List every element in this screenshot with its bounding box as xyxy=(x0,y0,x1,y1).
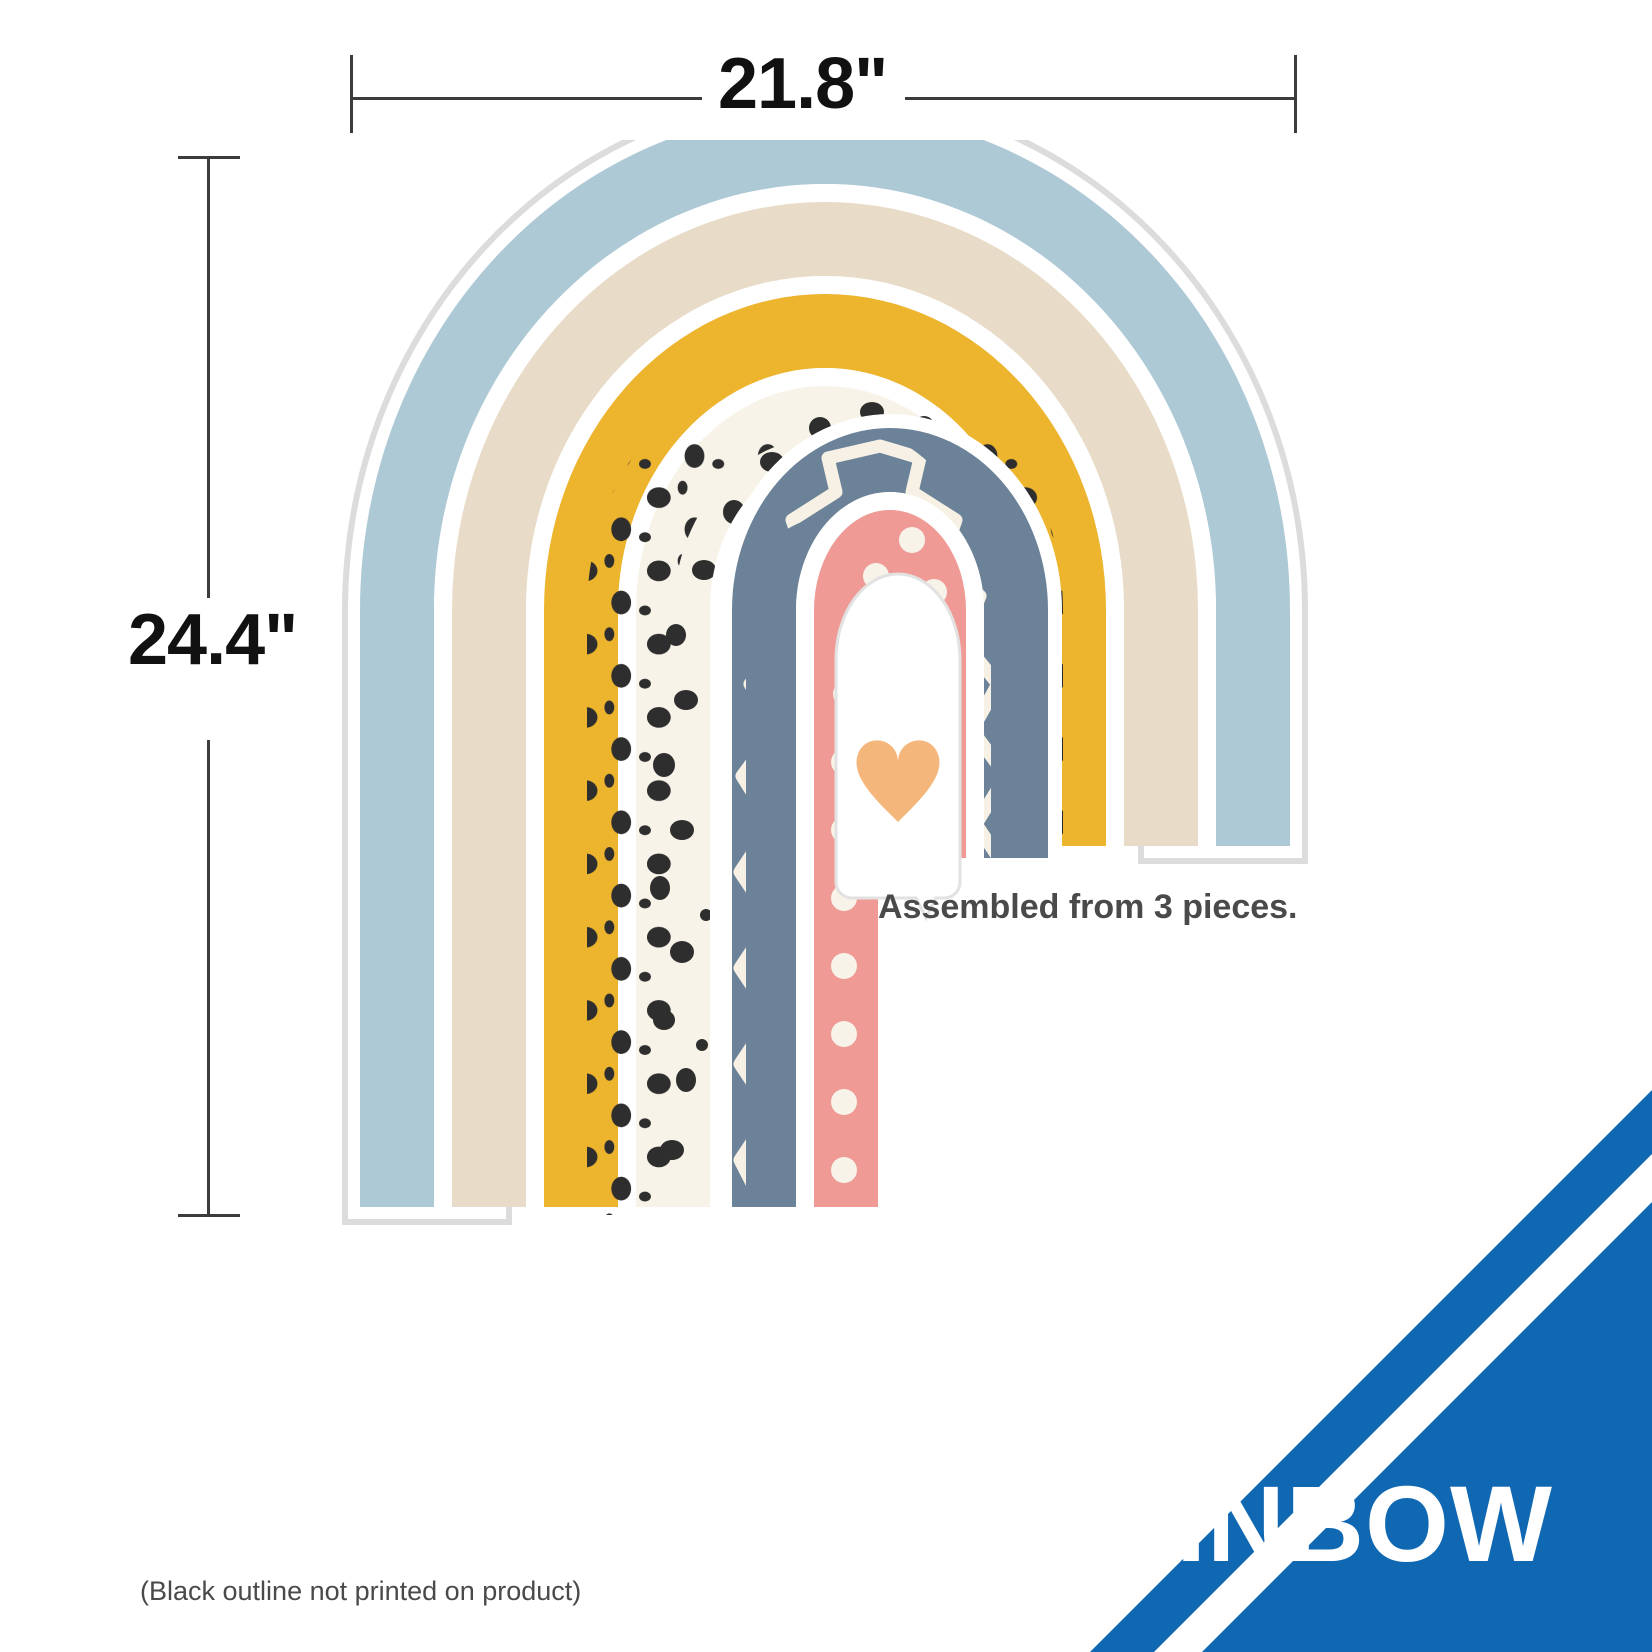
width-dimension-cap-left xyxy=(350,55,353,133)
peach-heart-icon xyxy=(856,740,940,822)
outline-disclaimer-note: (Black outline not printed on product) xyxy=(140,1576,582,1606)
height-dimension-line-bottom xyxy=(207,740,210,1216)
width-dimension-label: 21.8" xyxy=(718,44,888,124)
width-dimension-line-left xyxy=(352,97,702,100)
banner-product-word: RAINBOW xyxy=(1018,1463,1553,1584)
height-dimension-cap-top xyxy=(178,156,240,159)
rainbow-product-illustration xyxy=(320,140,1330,1250)
rainbow-center-pocket xyxy=(834,572,962,922)
width-dimension-line-right xyxy=(905,97,1295,100)
height-dimension-label: 24.4" xyxy=(128,600,298,680)
width-dimension-cap-right xyxy=(1294,55,1297,133)
assembly-note: Assembled from 3 pieces. xyxy=(878,888,1298,926)
height-dimension-line-top xyxy=(207,158,210,598)
banner-quantity-number: 1 xyxy=(1218,1274,1316,1469)
